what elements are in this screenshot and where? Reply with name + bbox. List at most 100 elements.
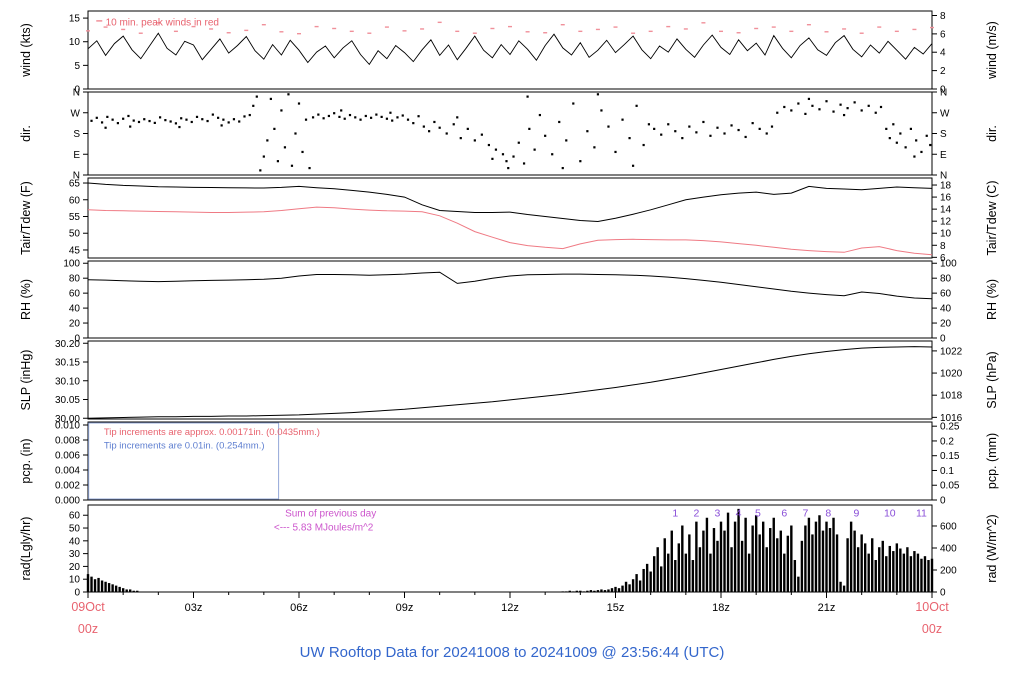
ytick-left-tair: 65 bbox=[69, 179, 81, 190]
ytick-left-pcp: 0.004 bbox=[55, 466, 80, 477]
panel-pcp: 0.000 0.002 0.004 0.006 0.008 0.010 0 0.05 0.1 0.… bbox=[19, 421, 999, 507]
ytick-left-slp: 30.15 bbox=[55, 358, 80, 369]
ytick-right-pcp: 0 bbox=[940, 496, 946, 507]
series-tdew bbox=[87, 206, 933, 256]
ytick-left-pcp: 0.006 bbox=[55, 451, 80, 462]
xtick-12z: 12z bbox=[501, 602, 519, 614]
ylabel-left-rad: rad(Lgly/hr) bbox=[19, 517, 33, 581]
series-wind-direction bbox=[90, 93, 932, 172]
hour-marker-4: 4 bbox=[736, 508, 742, 520]
ylabel-right-rh: RH (%) bbox=[985, 279, 999, 320]
x-start-date: 09Oct bbox=[71, 600, 105, 614]
ytick-right-slp: 1016 bbox=[940, 413, 963, 424]
xtick-06z: 06z bbox=[290, 602, 308, 614]
ytick-right-tair: 16 bbox=[940, 193, 952, 204]
x-end-hour: 00z bbox=[922, 622, 942, 636]
series-tair bbox=[87, 182, 933, 223]
ytick-left-rad: 10 bbox=[69, 575, 81, 586]
ylabel-left-tair: Tair/Tdew (F) bbox=[19, 181, 33, 255]
ytick-right-tair: 6 bbox=[940, 253, 946, 264]
ytick-right-rad: 200 bbox=[940, 565, 957, 576]
ytick-left-rh: 20 bbox=[69, 319, 81, 330]
ytick-left-pcp: 0.002 bbox=[55, 481, 80, 492]
ytick-left-rad: 20 bbox=[69, 562, 81, 573]
ytick-left-dir: S bbox=[73, 129, 80, 140]
xtick-15z: 15z bbox=[607, 602, 625, 614]
ylabel-right-rad: rad (W/m^2) bbox=[985, 514, 999, 582]
ylabel-left-pcp: pcp. (in) bbox=[19, 438, 33, 483]
annotation-box-pcp bbox=[88, 422, 280, 500]
ylabel-right-tair: Tair/Tdew (C) bbox=[985, 180, 999, 255]
ytick-left-rh: 80 bbox=[69, 274, 81, 285]
hour-marker-7: 7 bbox=[802, 508, 808, 520]
ytick-right-tair: 12 bbox=[940, 217, 952, 228]
ylabel-left-slp: SLP (inHg) bbox=[19, 350, 33, 411]
ytick-left-slp: 30.05 bbox=[55, 395, 80, 406]
ytick-right-rh: 0 bbox=[940, 334, 946, 345]
ytick-right-pcp: 0.15 bbox=[940, 451, 960, 462]
ytick-right-dir: S bbox=[940, 129, 947, 140]
x-end-date: 10Oct bbox=[915, 600, 949, 614]
ylabel-left-dir: dir. bbox=[19, 125, 33, 142]
ytick-left-dir: E bbox=[73, 150, 80, 161]
ytick-right-rad: 0 bbox=[940, 588, 946, 599]
series-peak-wind-10min bbox=[86, 21, 934, 35]
ytick-right-pcp: 0.05 bbox=[940, 481, 960, 492]
ytick-left-rh: 0 bbox=[74, 334, 80, 345]
ytick-left-slp: 30.20 bbox=[55, 339, 80, 350]
ytick-left-wind: 5 bbox=[74, 61, 80, 72]
series-slp bbox=[87, 346, 933, 419]
ytick-right-dir: W bbox=[940, 108, 950, 119]
ytick-left-dir: W bbox=[71, 108, 81, 119]
ytick-right-tair: 8 bbox=[940, 241, 946, 252]
ytick-left-rad: 30 bbox=[69, 549, 81, 560]
annotation-text-wind: 10 min. peak winds in red bbox=[106, 18, 219, 29]
ytick-right-slp: 1020 bbox=[940, 369, 963, 380]
series-wind-speed bbox=[87, 32, 933, 66]
ytick-right-wind: 0 bbox=[940, 85, 946, 96]
ytick-left-dir: N bbox=[73, 171, 80, 182]
hour-marker-3: 3 bbox=[715, 508, 721, 520]
ytick-right-pcp: 0.2 bbox=[940, 436, 954, 447]
ytick-right-tair: 18 bbox=[940, 181, 952, 192]
ytick-right-pcp: 0.25 bbox=[940, 422, 960, 433]
ytick-right-dir: N bbox=[940, 88, 947, 99]
series-rad-early bbox=[86, 574, 139, 592]
ytick-left-tair: 45 bbox=[69, 245, 81, 256]
ylabel-left-wind: wind (kts) bbox=[19, 23, 33, 77]
ytick-left-tair: 50 bbox=[69, 229, 81, 240]
ylabel-right-wind: wind (m/s) bbox=[985, 21, 999, 80]
annotation-text-pcp: Tip increments are 0.01in. (0.254mm.) bbox=[104, 440, 265, 451]
ytick-right-rh: 80 bbox=[940, 274, 952, 285]
ytick-right-dir: E bbox=[940, 150, 947, 161]
ytick-left-rad: 40 bbox=[69, 536, 81, 547]
ytick-right-wind: 8 bbox=[940, 11, 946, 22]
ytick-right-tair: 14 bbox=[940, 205, 952, 216]
x-axis: 03z 06z 09z 12z 15z 18z 21z 09Oct 00z 10Oct 00z bbox=[71, 592, 949, 636]
ytick-right-rh: 40 bbox=[940, 304, 952, 315]
ylabel-left-rh: RH (%) bbox=[19, 279, 33, 320]
ylabel-right-slp: SLP (hPa) bbox=[985, 351, 999, 408]
ytick-right-wind: 6 bbox=[940, 29, 946, 40]
legend-dash-wind bbox=[96, 20, 103, 22]
ytick-left-pcp: 0.000 bbox=[55, 496, 80, 507]
ytick-left-rh: 100 bbox=[63, 259, 80, 270]
ytick-left-tair: 55 bbox=[69, 212, 81, 223]
ytick-left-slp: 30.00 bbox=[55, 414, 80, 425]
panel-rh: 0 20 40 60 80 100 0 20 40 60 80 100 RH (%) RH (%) bbox=[19, 259, 999, 345]
series-rh bbox=[87, 271, 933, 300]
ytick-left-rad: 50 bbox=[69, 524, 81, 535]
xtick-18z: 18z bbox=[712, 602, 730, 614]
annotation-text-rad: <--- 5.83 MJoules/m^2 bbox=[274, 523, 374, 534]
hour-marker-6: 6 bbox=[781, 508, 787, 520]
annotation-text-rad: Sum of previous day bbox=[285, 509, 376, 520]
ytick-left-wind: 15 bbox=[69, 14, 81, 25]
series-rad-day bbox=[561, 508, 934, 592]
ytick-left-wind: 10 bbox=[69, 37, 81, 48]
xtick-03z: 03z bbox=[185, 602, 203, 614]
ytick-right-rh: 100 bbox=[940, 259, 957, 270]
